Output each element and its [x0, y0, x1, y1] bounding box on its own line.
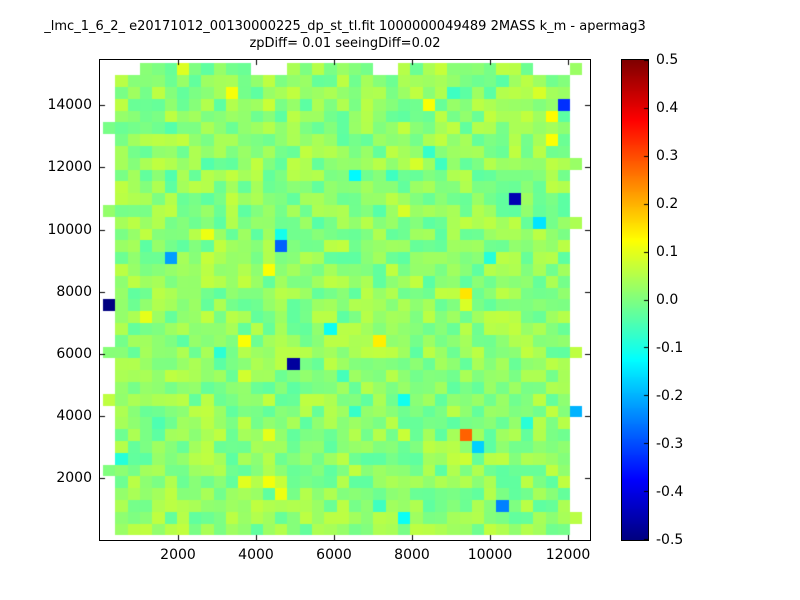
y-tick-label: 12000	[47, 159, 92, 175]
heatmap-canvas	[100, 60, 590, 540]
x-tick-label: 4000	[238, 547, 274, 563]
y-tick-label: 2000	[56, 470, 92, 486]
y-tick-label: 14000	[47, 97, 92, 113]
chart-title-block: _lmc_1_6_2_ e20171012_00130000225_dp_st_…	[0, 18, 690, 52]
colorbar-tick-label: -0.5	[656, 532, 684, 548]
plot-area	[99, 59, 591, 541]
y-tick-label: 6000	[56, 346, 92, 362]
chart-subtitle: zpDiff= 0.01 seeingDiff=0.02	[249, 36, 441, 51]
colorbar-tick-label: 0.4	[656, 100, 679, 116]
colorbar-tick-label: -0.3	[656, 436, 684, 452]
colorbar-canvas	[622, 60, 648, 540]
colorbar-tick-label: 0.0	[656, 292, 679, 308]
x-tick-label: 12000	[545, 547, 591, 563]
colorbar-tick-label: -0.4	[656, 484, 684, 500]
chart-title: _lmc_1_6_2_ e20171012_00130000225_dp_st_…	[44, 19, 646, 34]
colorbar-tick-label: 0.3	[656, 148, 679, 164]
colorbar-tick-label: 0.2	[656, 196, 679, 212]
y-tick-label: 8000	[56, 284, 92, 300]
y-tick-label: 10000	[47, 222, 92, 238]
y-tick-label: 4000	[56, 408, 92, 424]
colorbar-tick-label: -0.2	[656, 388, 684, 404]
x-tick-label: 6000	[316, 547, 352, 563]
x-tick-label: 8000	[394, 547, 430, 563]
colorbar-tick-label: 0.5	[656, 52, 679, 68]
colorbar	[621, 59, 649, 541]
x-tick-label: 2000	[160, 547, 196, 563]
x-tick-label: 10000	[467, 547, 513, 563]
colorbar-tick-label: 0.1	[656, 244, 679, 260]
colorbar-tick-label: -0.1	[656, 340, 684, 356]
